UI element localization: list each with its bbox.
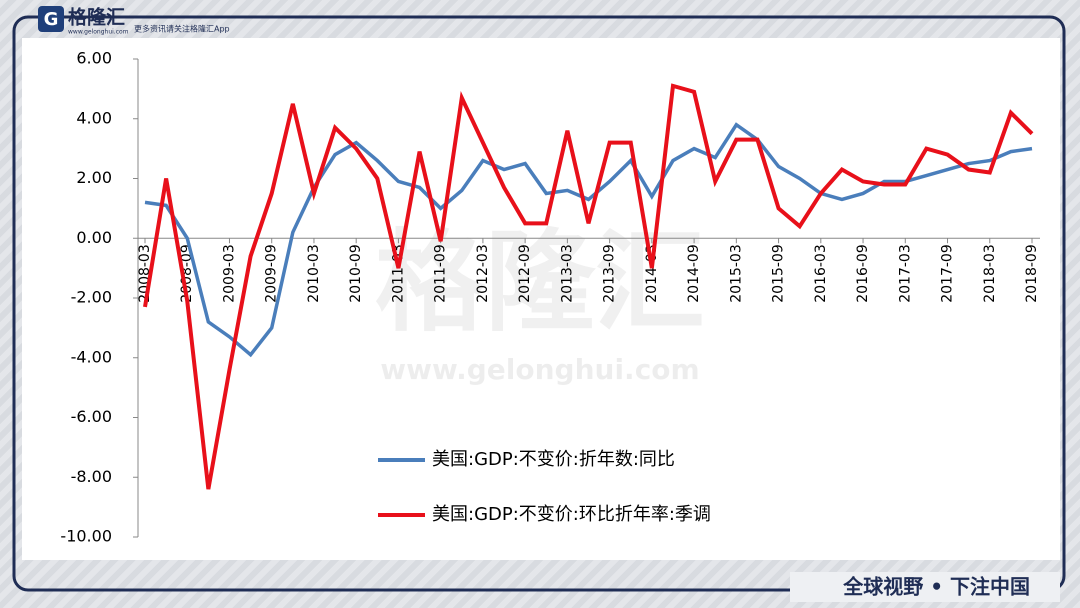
x-tick-label: 2016-09 xyxy=(855,244,871,303)
y-tick-label: -8.00 xyxy=(71,467,112,486)
x-tick-label: 2013-09 xyxy=(602,244,618,303)
watermark-url: www.gelonghui.com xyxy=(380,353,699,386)
y-tick-label: -2.00 xyxy=(71,288,112,307)
x-tick-label: 2015-03 xyxy=(728,244,744,303)
x-tick-label: 2014-09 xyxy=(686,244,702,303)
x-tick-label: 2010-09 xyxy=(348,244,364,303)
x-tick-label: 2009-09 xyxy=(264,244,280,303)
x-tick-label: 2012-03 xyxy=(475,244,491,303)
x-tick-label: 2016-03 xyxy=(813,244,829,303)
legend-label: 美国:GDP:不变价:环比折年率:季调 xyxy=(432,504,711,525)
watermark: 格隆汇 xyxy=(375,218,705,346)
x-tick-label: 2018-09 xyxy=(1024,244,1040,303)
y-tick-label: -10.00 xyxy=(60,527,112,546)
x-tick-label: 2013-03 xyxy=(559,244,575,303)
x-tick-label: 2010-03 xyxy=(306,244,322,303)
series-line xyxy=(143,83,1034,490)
slogan-bg xyxy=(790,572,1060,602)
y-tick-label: -6.00 xyxy=(71,407,112,426)
legend-label: 美国:GDP:不变价:折年数:同比 xyxy=(432,449,675,470)
plot-area xyxy=(22,38,1060,560)
logo-url: www.gelonghui.com xyxy=(68,29,129,36)
x-tick-label: 2017-03 xyxy=(897,244,913,303)
series-line xyxy=(144,122,1033,358)
logo-icon xyxy=(38,6,64,32)
x-tick-label: 2011-09 xyxy=(433,244,449,303)
x-tick-label: 2017-09 xyxy=(940,244,956,303)
x-tick-label: 2018-03 xyxy=(982,244,998,303)
x-tick-label: 2012-09 xyxy=(517,244,533,303)
logo: 格隆汇 xyxy=(68,6,125,29)
y-tick-label: 6.00 xyxy=(76,49,112,68)
y-tick-label: 0.00 xyxy=(76,228,112,247)
logo-g: G xyxy=(44,9,59,30)
slogan: 全球视野 • 下注中国 xyxy=(842,575,1030,599)
tagline: 更多资讯请关注格隆汇App xyxy=(134,24,230,34)
y-tick-label: 2.00 xyxy=(76,168,112,187)
y-tick-label: -4.00 xyxy=(71,347,112,366)
x-tick-label: 2009-03 xyxy=(221,244,237,303)
x-tick-label: 2014-03 xyxy=(644,244,660,303)
frame xyxy=(12,15,1066,592)
y-tick-label: 4.00 xyxy=(76,108,112,127)
x-tick-label: 2015-09 xyxy=(771,244,787,303)
